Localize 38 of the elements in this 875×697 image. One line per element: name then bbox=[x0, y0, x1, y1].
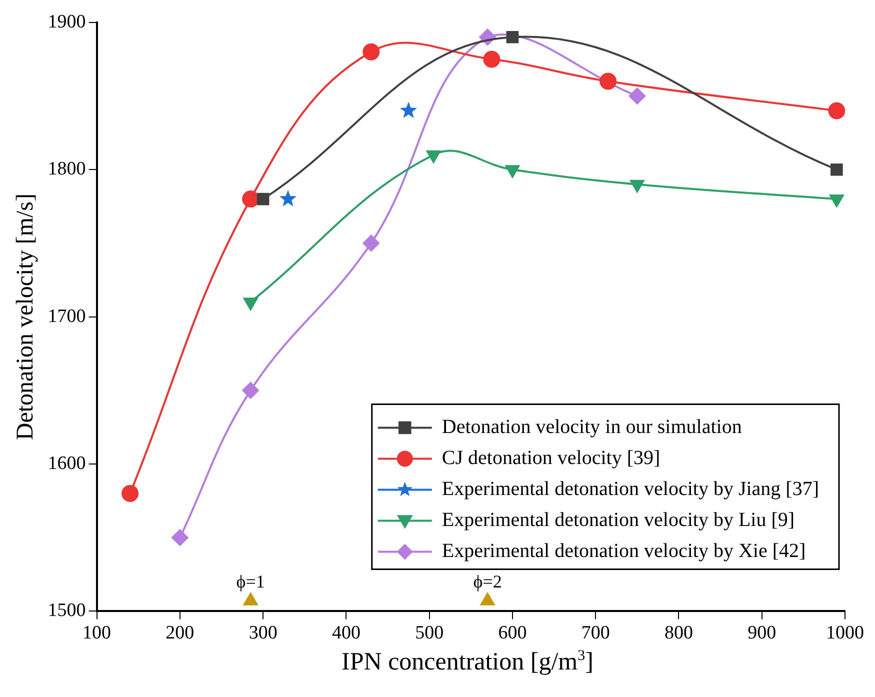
point bbox=[506, 30, 519, 44]
x-tick-label: 700 bbox=[581, 622, 610, 644]
x-tick-label: 300 bbox=[248, 622, 278, 644]
x-axis-title: IPN concentration [g/m$^{3}$] bbox=[342, 648, 594, 676]
point bbox=[122, 484, 139, 502]
legend-label: Experimental detonation velocity by Xie [42] bbox=[442, 540, 806, 562]
annotation: ϕ=1 bbox=[236, 572, 265, 592]
point bbox=[279, 190, 297, 206]
legend-label: Experimental detonation velocity by Liu [9] bbox=[442, 508, 795, 531]
x-tick-label: 100 bbox=[82, 622, 112, 644]
point bbox=[171, 529, 188, 546]
y-tick-label: 1900 bbox=[48, 11, 86, 32]
x-tick-label: 500 bbox=[415, 622, 444, 644]
point bbox=[628, 88, 646, 104]
point bbox=[828, 102, 845, 120]
point bbox=[362, 43, 380, 60]
x-tick-label: 200 bbox=[166, 622, 194, 644]
x-tick-label: 900 bbox=[748, 622, 776, 644]
y-axis-title: Detonation velocity [m/s] bbox=[12, 193, 39, 440]
annotation: ϕ=2 bbox=[473, 572, 502, 592]
point bbox=[362, 234, 380, 252]
point bbox=[242, 382, 260, 399]
x-tick-label: 400 bbox=[332, 622, 360, 644]
y-tick-label: 1700 bbox=[48, 306, 86, 327]
point bbox=[400, 102, 418, 118]
legend-label: Experimental detonation velocity by Jiang [37] bbox=[442, 478, 820, 500]
y-tick-label: 1500 bbox=[48, 600, 86, 622]
point bbox=[483, 50, 500, 68]
point bbox=[600, 72, 617, 90]
x-tick-label: 1000 bbox=[826, 622, 864, 644]
y-tick-label: 1600 bbox=[48, 452, 86, 474]
y-tick-label: 1800 bbox=[48, 158, 86, 180]
x-tick-label: 800 bbox=[664, 622, 693, 644]
legend-label: CJ detonation velocity [39] bbox=[442, 446, 660, 469]
point bbox=[830, 163, 843, 176]
point bbox=[256, 192, 270, 206]
x-tick-label: 600 bbox=[498, 622, 527, 644]
legend-label: Detonation velocity in our simulation bbox=[442, 416, 742, 438]
